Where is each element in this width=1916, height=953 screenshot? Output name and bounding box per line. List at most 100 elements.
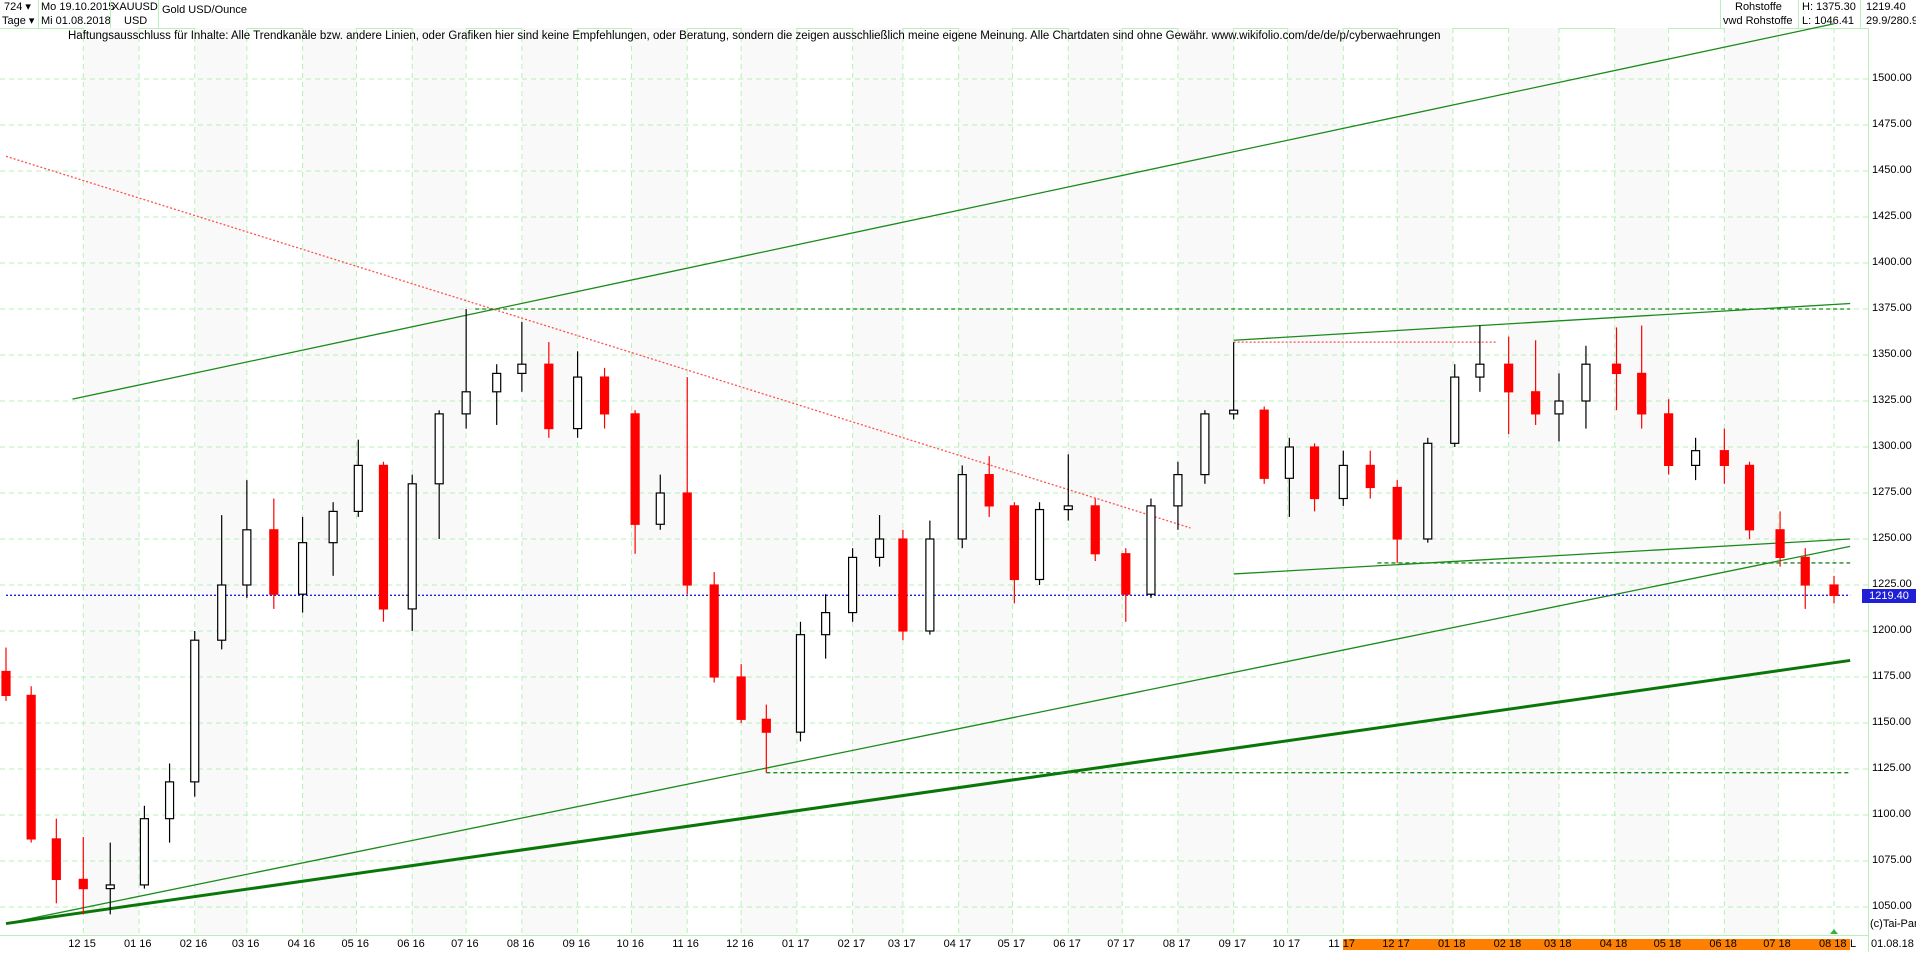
candle-body: [1664, 413, 1674, 467]
source: vwd Rohstoffe: [1723, 15, 1793, 27]
instrument-name: Gold USD/Ounce: [162, 4, 247, 16]
y-tick-label: 1275.00: [1872, 486, 1912, 498]
candle-body: [1365, 464, 1375, 489]
candle-body: [78, 878, 88, 890]
period-select[interactable]: Tage ▾: [2, 14, 42, 28]
candle: [461, 309, 471, 429]
candle: [1531, 340, 1541, 425]
x-tick-label: 10 17: [1272, 938, 1301, 950]
candle-body: [1009, 505, 1019, 581]
month-shading: [1068, 28, 1123, 935]
candle-body: [190, 639, 200, 783]
candle: [217, 515, 227, 650]
candle: [1475, 325, 1485, 392]
timeline-scroll-band[interactable]: [1343, 939, 1851, 950]
candle-body: [1146, 505, 1156, 595]
y-tick-label: 1225.00: [1872, 578, 1912, 590]
candle-body: [1284, 446, 1294, 479]
y-tick-label: 1100.00: [1872, 808, 1911, 820]
x-tick-label: 11 17: [1328, 938, 1356, 950]
candle-body: [821, 611, 831, 636]
x-tick-label: 07 18: [1763, 938, 1791, 950]
candle: [1504, 336, 1514, 435]
candle-body: [353, 464, 363, 512]
candle-body: [1531, 391, 1541, 415]
candle-body: [1034, 508, 1045, 581]
candle: [434, 410, 444, 539]
candle-body: [242, 529, 252, 586]
y-tick-label: 1050.00: [1872, 900, 1912, 912]
x-tick-label: 01 18: [1437, 938, 1466, 950]
y-tick-label: 1075.00: [1872, 854, 1912, 866]
y-tick-label: 1450.00: [1872, 164, 1912, 176]
date-to[interactable]: Mi 01.08.2018: [41, 15, 111, 27]
candle-body: [492, 372, 502, 393]
scale-mode[interactable]: L: [1850, 938, 1857, 950]
candle: [1090, 498, 1100, 562]
price-chart[interactable]: [0, 0, 1868, 952]
candle-body: [544, 363, 554, 430]
candle-body: [1829, 584, 1839, 596]
trend-line: [1233, 538, 1851, 575]
candle: [544, 342, 554, 438]
candle: [984, 456, 994, 517]
x-tick-label: 07 16: [451, 938, 479, 950]
candle-body: [1504, 363, 1514, 393]
x-tick-label: 01 17: [781, 938, 810, 950]
candle: [1200, 410, 1210, 484]
candle-body: [297, 542, 308, 595]
month-shading: [302, 28, 357, 935]
candle-body: [1309, 446, 1320, 500]
y-tick-label: 1300.00: [1872, 440, 1912, 452]
candle: [26, 686, 36, 843]
candle: [1800, 548, 1810, 609]
candle-body: [164, 781, 175, 820]
candle: [1611, 327, 1622, 411]
x-tick-label: 10 16: [616, 938, 645, 950]
y-tick-label: 1325.00: [1872, 394, 1912, 406]
candle: [1229, 342, 1239, 420]
date-from[interactable]: Mo 19.10.2015: [41, 1, 115, 13]
candle: [1664, 399, 1674, 475]
x-tick-label: 02 16: [179, 938, 208, 950]
month-shading: [1508, 28, 1559, 935]
y-tick-label: 1175.00: [1872, 670, 1911, 682]
candle: [1063, 454, 1073, 521]
candle-body: [1423, 442, 1433, 540]
y-tick-label: 1150.00: [1872, 716, 1911, 728]
candle-body: [599, 376, 610, 415]
x-tick-label: 05 16: [341, 938, 370, 950]
trend-line: [5, 155, 1191, 529]
candle-body: [655, 492, 665, 525]
copyright: (c)Tai-Pan: [1870, 918, 1916, 930]
candle: [297, 516, 308, 613]
month-shading: [852, 28, 903, 935]
candle: [898, 529, 908, 641]
trend-line: [5, 658, 1851, 926]
x-tick-label: 02 18: [1493, 938, 1522, 950]
candle: [736, 664, 746, 723]
month-shading: [1614, 28, 1669, 935]
y-tick-label: 1125.00: [1872, 762, 1911, 774]
x-tick-label: 03 18: [1543, 938, 1572, 950]
price-axis[interactable]: [1868, 28, 1916, 952]
chevron-down-icon: ▾: [25, 1, 31, 13]
candle: [599, 367, 610, 429]
candle: [1365, 450, 1375, 499]
candle: [1744, 461, 1755, 539]
candle-body: [434, 413, 444, 485]
candle: [1423, 437, 1433, 543]
bars-count-select[interactable]: 724 ▾: [4, 0, 44, 14]
x-tick-label: 12 16: [726, 938, 754, 950]
candle-body: [709, 584, 719, 678]
candle: [1259, 406, 1269, 484]
candle: [1034, 502, 1045, 585]
candle: [51, 818, 61, 904]
candle: [328, 502, 338, 576]
candle-body: [1581, 363, 1591, 402]
candle: [1009, 502, 1019, 604]
trend-line: [5, 545, 1851, 925]
x-tick-label: 03 17: [887, 938, 916, 950]
candle: [190, 631, 200, 797]
candle-body: [1, 670, 11, 696]
